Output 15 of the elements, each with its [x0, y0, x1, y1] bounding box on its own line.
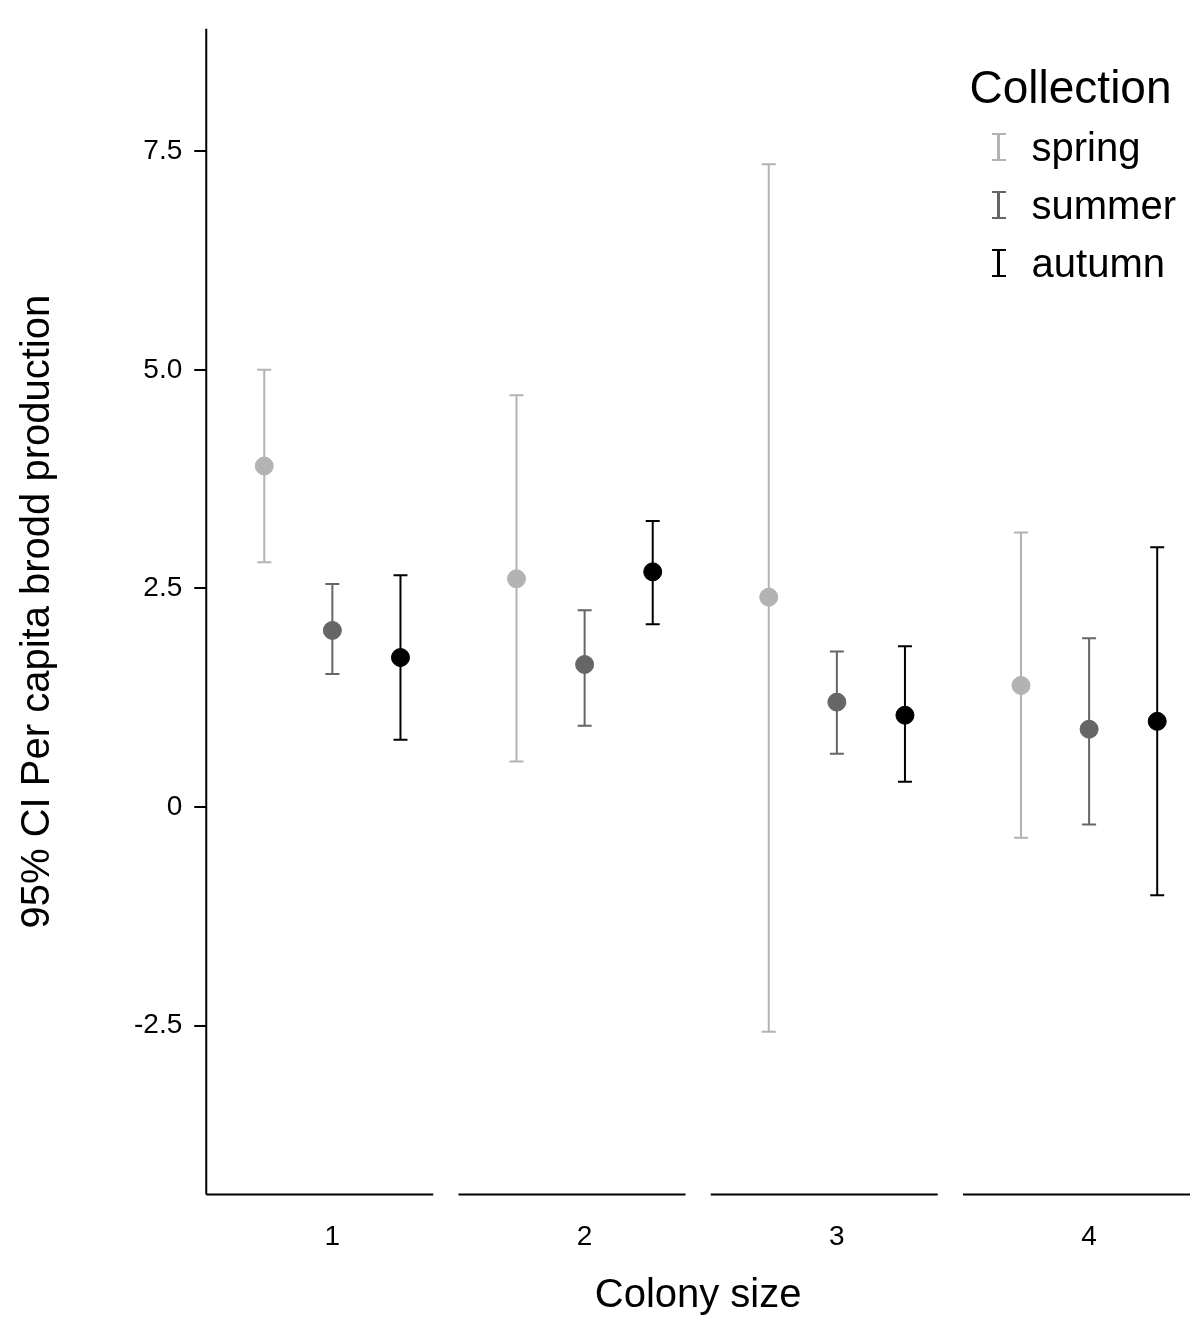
x-tick-label: 2	[576, 1219, 593, 1251]
y-axis-title: 95% CI Per capita brodd production	[13, 294, 58, 929]
y-tick-label: 5.0	[143, 352, 183, 384]
y-tick-label: 0	[166, 789, 183, 821]
legend-label: summer	[1031, 182, 1176, 228]
x-tick-label: 1	[324, 1219, 341, 1251]
y-tick-label: 7.5	[143, 133, 183, 165]
legend-title: Collection	[969, 60, 1173, 114]
y-tick-label: -2.5	[134, 1008, 183, 1040]
x-axis-title: Colony size	[594, 1271, 802, 1316]
x-tick-label: 3	[829, 1219, 845, 1251]
x-tick-label: 4	[1081, 1219, 1097, 1251]
legend-label: autumn	[1031, 240, 1165, 286]
y-tick-label: 2.5	[143, 571, 183, 603]
legend-label: spring	[1031, 124, 1141, 170]
